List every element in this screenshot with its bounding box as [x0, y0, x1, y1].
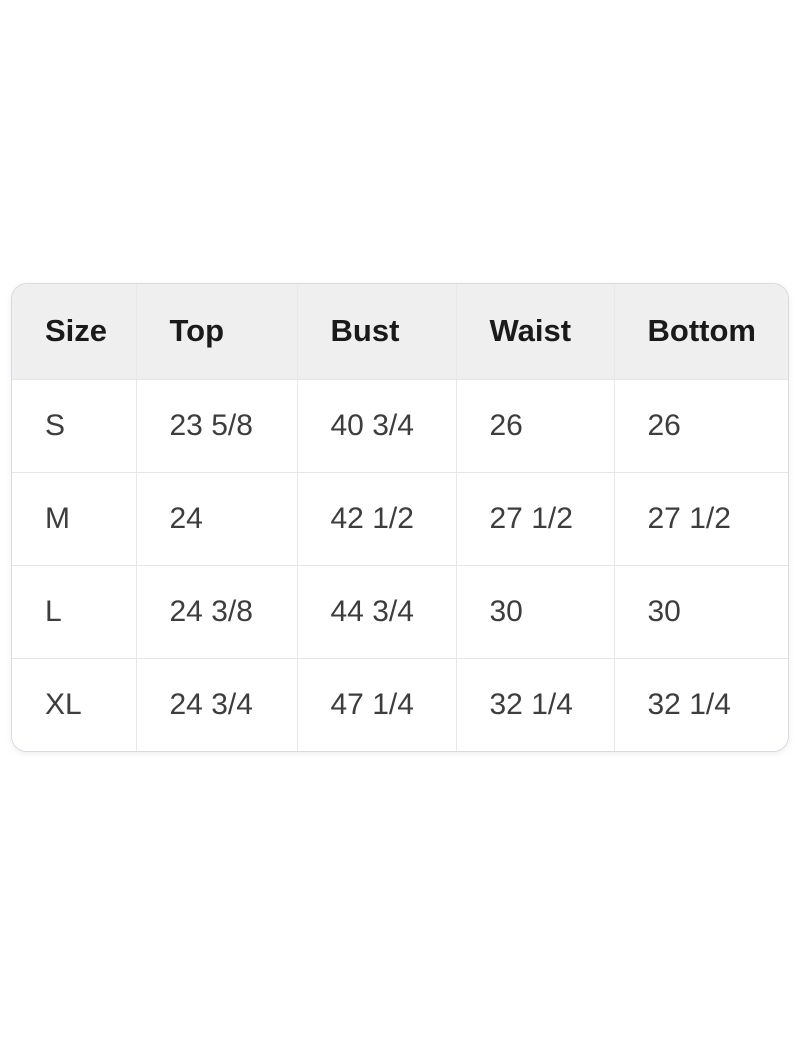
cell-waist: 30: [456, 565, 615, 659]
cell-bottom: 27 1/2: [614, 472, 788, 566]
cell-waist: 32 1/4: [456, 658, 615, 751]
cell-size: S: [12, 379, 137, 473]
cell-bottom: 30: [614, 565, 788, 659]
cell-bottom: 26: [614, 379, 788, 473]
cell-size: L: [12, 565, 137, 659]
header-cell-top: Top: [136, 284, 298, 380]
table-row-xl: XL 24 3/4 47 1/4 32 1/4 32 1/4: [12, 658, 788, 751]
table-row-m: M 24 42 1/2 27 1/2 27 1/2: [12, 472, 788, 566]
cell-waist: 27 1/2: [456, 472, 615, 566]
header-row: Size Top Bust Waist Bottom: [12, 284, 788, 380]
size-chart-card: Size Top Bust Waist Bottom S 23 5/8 40 3…: [11, 283, 789, 752]
cell-waist: 26: [456, 379, 615, 473]
size-chart-table: Size Top Bust Waist Bottom S 23 5/8 40 3…: [12, 284, 788, 751]
cell-size: XL: [12, 658, 137, 751]
header-cell-size: Size: [12, 284, 137, 380]
cell-bottom: 32 1/4: [614, 658, 788, 751]
table-row-s: S 23 5/8 40 3/4 26 26: [12, 379, 788, 473]
cell-size: M: [12, 472, 137, 566]
cell-top: 24: [136, 472, 298, 566]
table-body: S 23 5/8 40 3/4 26 26 M 24 42 1/2 27 1/2…: [12, 379, 788, 751]
cell-bust: 44 3/4: [297, 565, 457, 659]
header-cell-waist: Waist: [456, 284, 615, 380]
cell-top: 23 5/8: [136, 379, 298, 473]
header-cell-bust: Bust: [297, 284, 457, 380]
cell-bust: 47 1/4: [297, 658, 457, 751]
cell-top: 24 3/4: [136, 658, 298, 751]
cell-bust: 40 3/4: [297, 379, 457, 473]
cell-bust: 42 1/2: [297, 472, 457, 566]
table-row-l: L 24 3/8 44 3/4 30 30: [12, 565, 788, 659]
cell-top: 24 3/8: [136, 565, 298, 659]
header-cell-bottom: Bottom: [614, 284, 788, 380]
table-header: Size Top Bust Waist Bottom: [12, 284, 788, 380]
